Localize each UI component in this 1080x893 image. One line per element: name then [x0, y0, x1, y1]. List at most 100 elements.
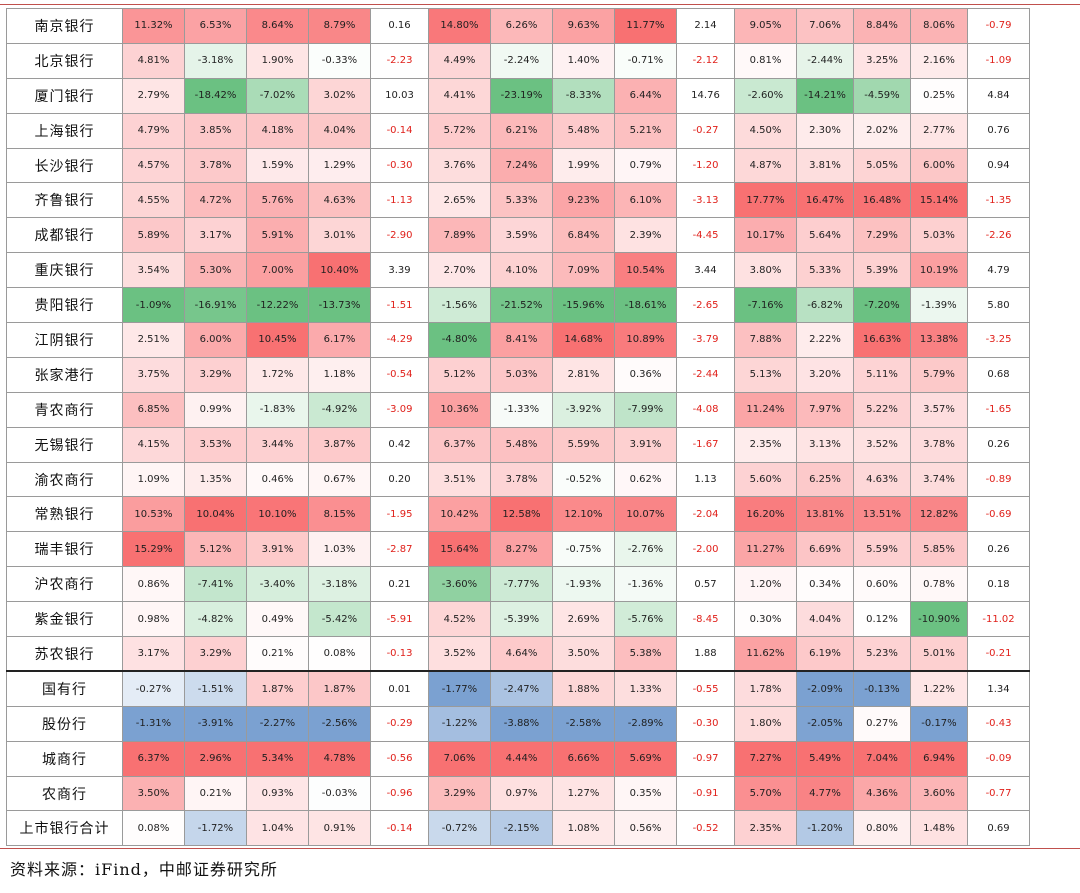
table-cell: 3.25%: [853, 42, 911, 79]
row-label: 北京银行: [6, 42, 123, 79]
table-cell: -7.41%: [184, 566, 247, 603]
table-cell: 0.76: [967, 112, 1030, 149]
table-cell: -4.92%: [308, 391, 371, 428]
table-cell: 0.21%: [184, 775, 247, 812]
table-cell: -1.39%: [910, 287, 968, 324]
table-cell: 0.35%: [614, 775, 677, 812]
row-label: 张家港行: [6, 356, 123, 393]
table-cell: -12.22%: [246, 287, 309, 324]
table-cell: 3.20%: [796, 356, 854, 393]
table-cell: 15.64%: [428, 531, 491, 568]
table-cell: 1.99%: [552, 147, 615, 184]
table-cell: 8.41%: [490, 322, 553, 358]
table-cell: 7.09%: [552, 252, 615, 289]
table-cell: 2.39%: [614, 217, 677, 254]
table-cell: 0.16: [370, 8, 429, 44]
table-cell: 15.14%: [910, 182, 968, 219]
table-cell: 7.29%: [853, 217, 911, 254]
table-cell: -2.60%: [734, 77, 797, 114]
table-cell: -2.90: [370, 217, 429, 254]
table-cell: 4.10%: [490, 252, 553, 289]
row-label: 城商行: [6, 740, 123, 777]
table-cell: -2.04: [676, 496, 735, 533]
table-row: 青农商行 6.85% 0.99% -1.83% -4.92% -3.09 10.36% -1.…: [6, 391, 1030, 428]
table-cell: -0.89: [967, 461, 1030, 498]
table-cell: -1.33%: [490, 391, 553, 428]
table-cell: 1.04%: [246, 810, 309, 847]
table-cell: 13.38%: [910, 322, 968, 358]
table-cell: -2.15%: [490, 810, 553, 847]
table-cell: 0.46%: [246, 461, 309, 498]
table-cell: 5.49%: [796, 740, 854, 777]
row-label: 无锡银行: [6, 426, 123, 463]
table-cell: -21.52%: [490, 287, 553, 324]
table-cell: 14.68%: [552, 322, 615, 358]
table-cell: 5.01%: [910, 636, 968, 672]
table-cell: -1.36%: [614, 566, 677, 603]
table-cell: 4.50%: [734, 112, 797, 149]
table-cell: -7.02%: [246, 77, 309, 114]
table-cell: 2.70%: [428, 252, 491, 289]
table-cell: 4.36%: [853, 775, 911, 812]
table-cell: 5.23%: [853, 636, 911, 672]
table-cell: -0.13: [370, 636, 429, 672]
table-cell: 0.79%: [614, 147, 677, 184]
table-cell: 6.00%: [910, 147, 968, 184]
table-cell: 1.33%: [614, 670, 677, 707]
table-cell: 0.30%: [734, 601, 797, 638]
table-cell: -1.83%: [246, 391, 309, 428]
table-cell: 0.26: [967, 531, 1030, 568]
table-cell: 0.98%: [122, 601, 185, 638]
table-cell: 8.27%: [490, 531, 553, 568]
bank-metrics-table: 南京银行 11.32% 6.53% 8.64% 8.79% 0.16 14.80% 6.26%…: [6, 8, 1030, 847]
table-cell: 6.44%: [614, 77, 677, 114]
table-cell: -1.67: [676, 426, 735, 463]
table-cell: -1.22%: [428, 705, 491, 742]
table-cell: -0.09: [967, 740, 1030, 777]
table-cell: 5.21%: [614, 112, 677, 149]
table-cell: 12.82%: [910, 496, 968, 533]
table-row: 苏农银行 3.17% 3.29% 0.21% 0.08% -0.13 3.52% 4.64% 3…: [6, 636, 1030, 672]
table-cell: -0.03%: [308, 775, 371, 812]
table-cell: -0.97: [676, 740, 735, 777]
table-cell: -3.92%: [552, 391, 615, 428]
table-cell: -14.21%: [796, 77, 854, 114]
table-cell: 6.69%: [796, 531, 854, 568]
table-cell: 6.26%: [490, 8, 553, 44]
table-cell: 13.81%: [796, 496, 854, 533]
table-cell: 5.39%: [853, 252, 911, 289]
table-cell: 3.57%: [910, 391, 968, 428]
table-cell: 7.24%: [490, 147, 553, 184]
table-cell: 1.08%: [552, 810, 615, 847]
table-cell: 0.69: [967, 810, 1030, 847]
table-cell: -4.45: [676, 217, 735, 254]
table-cell: -2.89%: [614, 705, 677, 742]
table-row: 成都银行 5.89% 3.17% 5.91% 3.01% -2.90 7.89% 3.59% 6…: [6, 217, 1030, 254]
table-cell: -10.90%: [910, 601, 968, 638]
table-cell: 10.19%: [910, 252, 968, 289]
table-cell: 4.15%: [122, 426, 185, 463]
table-cell: 16.20%: [734, 496, 797, 533]
table-cell: -0.69: [967, 496, 1030, 533]
table-cell: -3.25: [967, 322, 1030, 358]
table-cell: 15.29%: [122, 531, 185, 568]
table-cell: 5.11%: [853, 356, 911, 393]
table-cell: 0.36%: [614, 356, 677, 393]
table-cell: 0.49%: [246, 601, 309, 638]
table-cell: -3.88%: [490, 705, 553, 742]
table-cell: -0.54: [370, 356, 429, 393]
table-cell: -2.47%: [490, 670, 553, 707]
table-cell: 6.25%: [796, 461, 854, 498]
table-cell: -2.44%: [796, 42, 854, 79]
table-cell: 1.72%: [246, 356, 309, 393]
table-cell: 3.52%: [853, 426, 911, 463]
table-cell: 3.75%: [122, 356, 185, 393]
row-label: 农商行: [6, 775, 123, 812]
table-row: 城商行 6.37% 2.96% 5.34% 4.78% -0.56 7.06% 4.44% 6.…: [6, 740, 1030, 777]
table-cell: 1.59%: [246, 147, 309, 184]
table-cell: -5.91: [370, 601, 429, 638]
table-cell: 5.72%: [428, 112, 491, 149]
table-cell: 0.21%: [246, 636, 309, 672]
row-label: 江阴银行: [6, 322, 123, 358]
table-cell: 7.00%: [246, 252, 309, 289]
